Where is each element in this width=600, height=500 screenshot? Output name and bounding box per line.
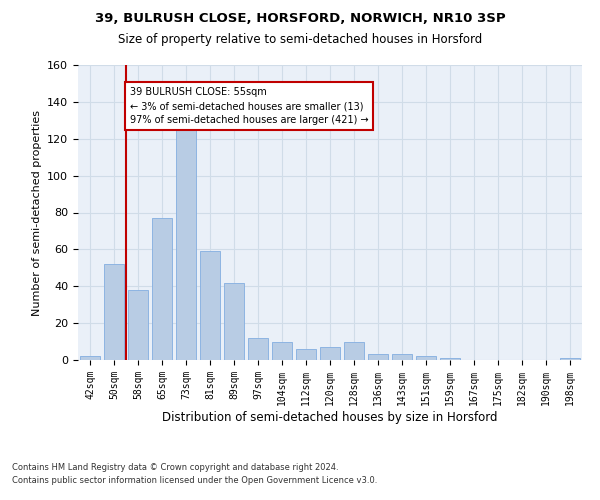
Bar — [320, 347, 340, 360]
Bar — [80, 356, 100, 360]
Bar — [272, 342, 292, 360]
Y-axis label: Number of semi-detached properties: Number of semi-detached properties — [32, 110, 41, 316]
Bar — [224, 282, 244, 360]
Text: Contains HM Land Registry data © Crown copyright and database right 2024.: Contains HM Land Registry data © Crown c… — [12, 464, 338, 472]
Bar — [152, 218, 172, 360]
Bar — [176, 128, 196, 360]
Bar — [248, 338, 268, 360]
Text: 39, BULRUSH CLOSE, HORSFORD, NORWICH, NR10 3SP: 39, BULRUSH CLOSE, HORSFORD, NORWICH, NR… — [95, 12, 505, 26]
Bar — [392, 354, 412, 360]
Bar — [296, 349, 316, 360]
Bar — [128, 290, 148, 360]
Bar — [416, 356, 436, 360]
Text: Size of property relative to semi-detached houses in Horsford: Size of property relative to semi-detach… — [118, 32, 482, 46]
Bar — [440, 358, 460, 360]
Text: 39 BULRUSH CLOSE: 55sqm
← 3% of semi-detached houses are smaller (13)
97% of sem: 39 BULRUSH CLOSE: 55sqm ← 3% of semi-det… — [130, 87, 368, 125]
Bar — [560, 358, 580, 360]
Text: Contains public sector information licensed under the Open Government Licence v3: Contains public sector information licen… — [12, 476, 377, 485]
Bar — [344, 342, 364, 360]
Bar — [368, 354, 388, 360]
X-axis label: Distribution of semi-detached houses by size in Horsford: Distribution of semi-detached houses by … — [162, 410, 498, 424]
Bar — [104, 264, 124, 360]
Bar — [200, 251, 220, 360]
